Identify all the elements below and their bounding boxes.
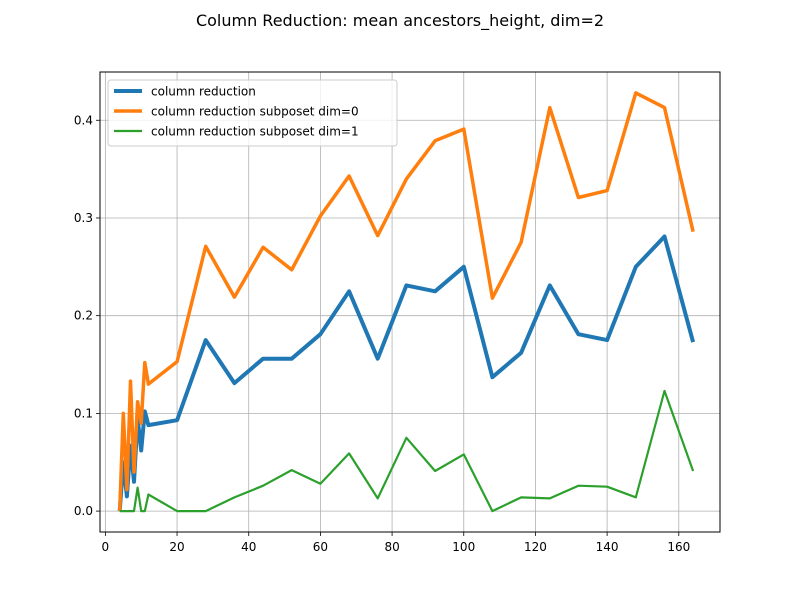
chart-title: Column Reduction: mean ancestors_height,…: [196, 11, 604, 31]
series-line-2: [117, 91, 695, 512]
y-tick-label: 0.1: [74, 406, 93, 420]
legend-label-3: column reduction subposet dim=1: [151, 125, 359, 139]
y-tick-label: 0.4: [74, 113, 93, 127]
y-tick-label: 0.0: [74, 504, 93, 518]
x-tick-label: 40: [241, 540, 256, 554]
series-line-3: [119, 389, 695, 513]
x-tick-label: 100: [452, 540, 475, 554]
y-tick-label: 0.3: [74, 211, 93, 225]
legend: column reduction column reduction subpose…: [107, 79, 398, 147]
x-tick-label: 20: [169, 540, 184, 554]
y-tick-label: 0.2: [74, 309, 93, 323]
x-tick-label: 160: [667, 540, 690, 554]
legend-label-1: column reduction: [151, 85, 256, 99]
x-tick-label: 0: [102, 540, 110, 554]
legend-label-2: column reduction subposet dim=0: [151, 105, 359, 119]
grid: [100, 72, 720, 532]
axis-ticks: 0 20 40 60 80 100 120 140 160 0.0 0.1 0.2 0.3 0.4: [74, 113, 690, 554]
x-tick-label: 140: [596, 540, 619, 554]
x-tick-label: 120: [524, 540, 547, 554]
x-tick-label: 80: [384, 540, 399, 554]
plot-frame: [99, 71, 721, 533]
series-layer: [117, 91, 696, 513]
x-tick-label: 60: [313, 540, 328, 554]
legend-box: [107, 79, 398, 147]
